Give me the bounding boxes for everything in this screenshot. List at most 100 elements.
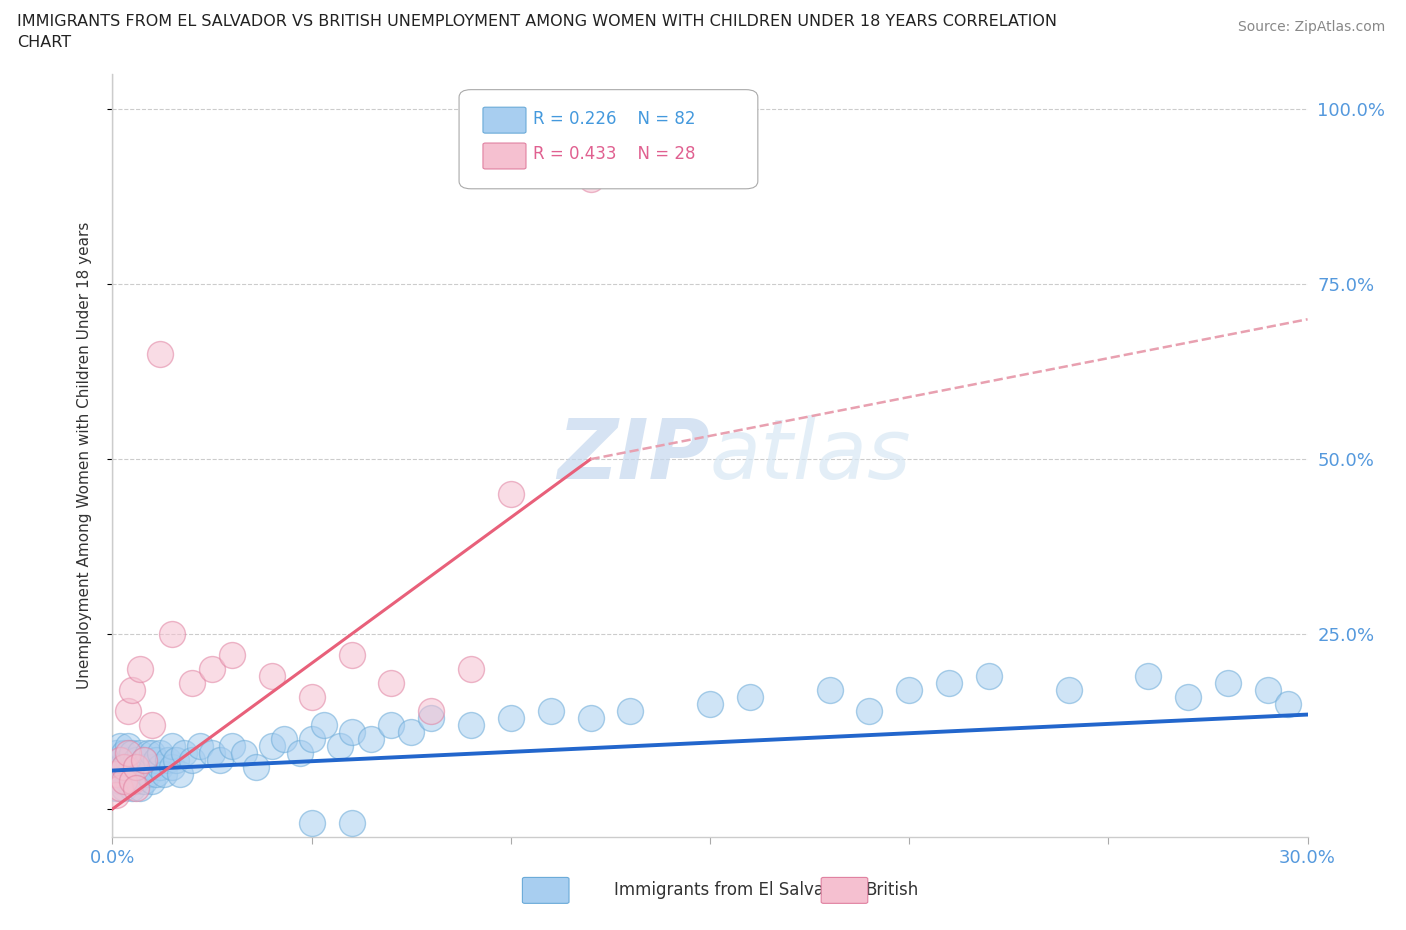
Point (121, 766, 143, 781)
Point (221, 738, 243, 753)
Point (221, 647, 243, 662)
Point (105, 780, 128, 795)
Point (141, 760, 163, 775)
Point (1277, 697, 1299, 711)
Point (245, 760, 267, 775)
Point (420, 704, 443, 719)
Point (121, 683, 143, 698)
Text: Source: ZipAtlas.com: Source: ZipAtlas.com (1237, 20, 1385, 34)
Point (125, 760, 148, 775)
Point (579, 711, 602, 725)
Point (153, 766, 176, 781)
Point (125, 760, 148, 775)
Point (460, 718, 482, 733)
Point (117, 738, 139, 753)
Point (260, 669, 283, 684)
Text: IMMIGRANTS FROM EL SALVADOR VS BRITISH UNEMPLOYMENT AMONG WOMEN WITH CHILDREN UN: IMMIGRANTS FROM EL SALVADOR VS BRITISH U… (17, 14, 1057, 29)
Point (110, 752, 132, 767)
Point (138, 746, 160, 761)
Point (301, 732, 323, 747)
Point (145, 766, 167, 781)
Point (134, 774, 156, 789)
FancyBboxPatch shape (821, 877, 868, 903)
Point (977, 669, 1000, 684)
Point (301, 816, 323, 830)
Point (121, 760, 143, 775)
Point (360, 732, 382, 747)
Point (188, 738, 211, 753)
Point (105, 788, 128, 803)
Point (117, 704, 139, 719)
Point (129, 661, 152, 676)
Point (114, 774, 135, 789)
Point (114, 760, 135, 775)
Point (181, 675, 204, 690)
Point (260, 738, 283, 753)
Point (1177, 690, 1199, 705)
Text: atlas: atlas (710, 415, 911, 497)
Point (162, 738, 183, 753)
Point (110, 738, 132, 753)
Point (165, 752, 187, 767)
Point (1257, 683, 1279, 698)
Point (312, 718, 335, 733)
Point (162, 760, 183, 775)
Text: CHART: CHART (17, 35, 70, 50)
Point (110, 774, 132, 789)
Point (401, 724, 423, 739)
Point (380, 675, 402, 690)
Point (699, 697, 721, 711)
Point (420, 711, 443, 725)
Point (579, 172, 602, 187)
Point (121, 746, 143, 761)
Text: British: British (866, 882, 918, 899)
Point (738, 690, 761, 705)
Point (129, 746, 152, 761)
Point (157, 752, 180, 767)
Point (129, 766, 152, 781)
Point (125, 780, 148, 795)
Point (301, 690, 323, 705)
Point (105, 746, 128, 761)
Point (149, 746, 172, 761)
Point (138, 766, 160, 781)
Point (209, 752, 232, 767)
Point (173, 746, 195, 761)
Point (117, 752, 139, 767)
Point (858, 704, 880, 719)
Text: R = 0.226    N = 82: R = 0.226 N = 82 (533, 110, 696, 127)
FancyBboxPatch shape (484, 143, 526, 169)
Point (114, 746, 135, 761)
FancyBboxPatch shape (484, 107, 526, 133)
Point (125, 752, 148, 767)
Point (818, 683, 841, 698)
FancyBboxPatch shape (458, 89, 758, 189)
Point (117, 766, 139, 781)
Point (110, 760, 132, 775)
Point (1057, 683, 1080, 698)
Y-axis label: Unemployment Among Women with Children Under 18 years: Unemployment Among Women with Children U… (77, 222, 91, 689)
Point (201, 746, 224, 761)
Point (141, 718, 163, 733)
Point (117, 746, 139, 761)
Point (233, 746, 256, 761)
Point (540, 704, 562, 719)
Point (340, 724, 363, 739)
Point (114, 780, 135, 795)
Point (499, 711, 522, 725)
Point (114, 766, 135, 781)
Point (125, 774, 148, 789)
Point (1137, 669, 1160, 684)
Point (149, 347, 172, 362)
Point (329, 738, 352, 753)
Text: ZIP: ZIP (557, 415, 710, 497)
Point (273, 732, 295, 747)
Point (1216, 675, 1239, 690)
Point (340, 647, 363, 662)
Point (169, 766, 191, 781)
Point (121, 780, 143, 795)
Point (145, 752, 167, 767)
Text: R = 0.433    N = 28: R = 0.433 N = 28 (533, 145, 696, 164)
Point (121, 774, 143, 789)
Point (201, 661, 224, 676)
